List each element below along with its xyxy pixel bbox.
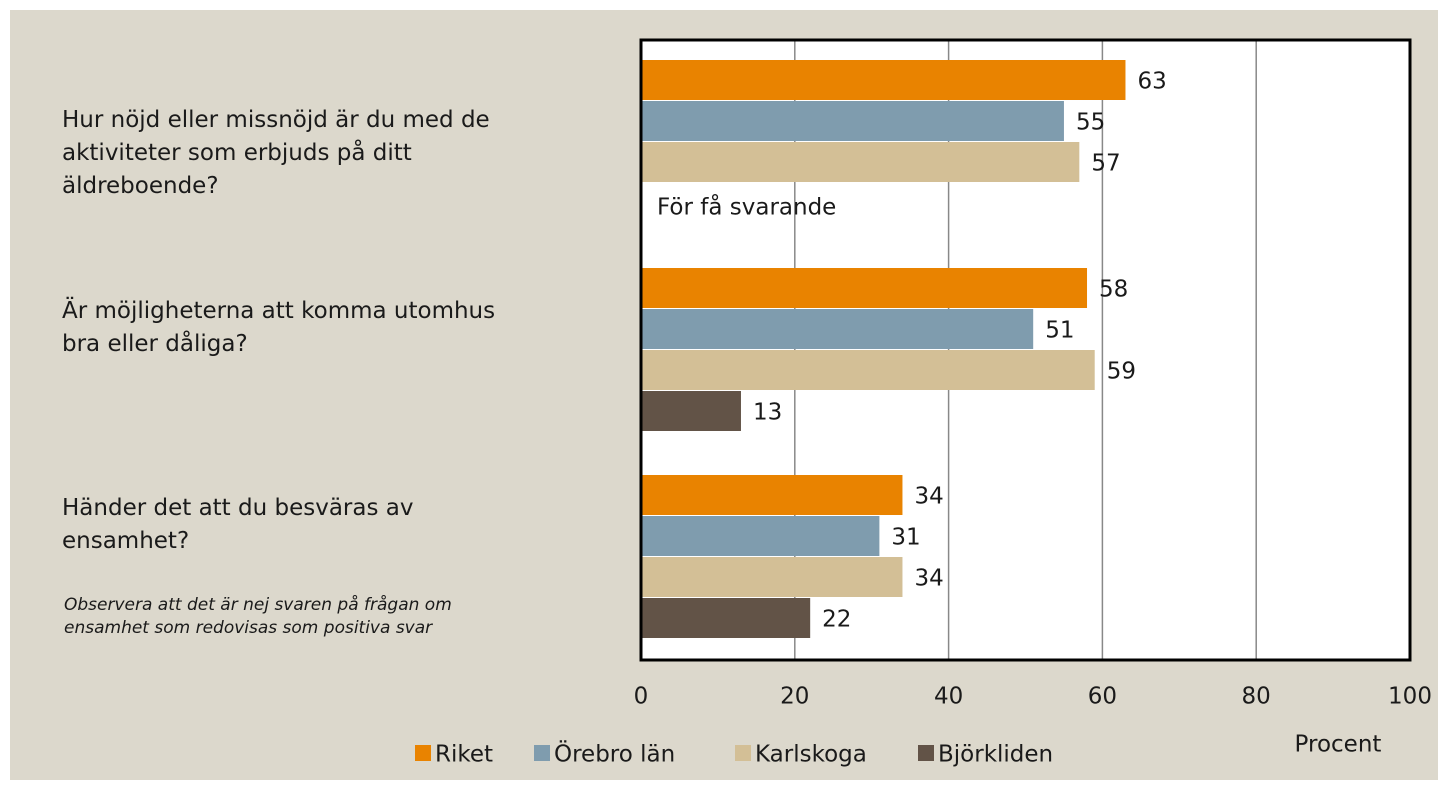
bar: [641, 309, 1034, 349]
x-tick-label: 100: [1388, 684, 1432, 710]
data-label: 34: [914, 484, 943, 510]
category-label: Är möjligheterna att komma utomhus bra el…: [62, 296, 495, 357]
legend-swatch: [415, 745, 431, 761]
category-label: Hur nöjd eller missnöjd är du med de akti…: [62, 107, 490, 199]
bar: [641, 557, 903, 597]
bar: [641, 516, 880, 556]
data-label: 13: [753, 400, 782, 426]
plot-border: [639, 38, 1412, 662]
note: Observera att det är nej svaren på fråga…: [64, 594, 452, 638]
data-label: 22: [822, 607, 851, 633]
data-label: 34: [914, 566, 943, 592]
data-label: 58: [1099, 277, 1128, 303]
data-label: 59: [1107, 359, 1136, 385]
data-label: 55: [1076, 110, 1105, 136]
legend-swatch: [534, 745, 550, 761]
data-label: 57: [1091, 151, 1120, 177]
data-label: 51: [1045, 318, 1074, 344]
annotation: För få svarande: [657, 193, 836, 221]
data-label: 63: [1137, 69, 1166, 95]
x-axis-label: Procent: [1295, 732, 1382, 758]
bar: [641, 101, 1064, 141]
bar: [641, 60, 1126, 100]
bar: [641, 142, 1080, 182]
legend-label: Karlskoga: [755, 742, 867, 768]
legend-label: Björkliden: [938, 742, 1053, 768]
bar: [641, 268, 1088, 308]
x-tick-label: 20: [780, 684, 809, 710]
x-tick-label: 80: [1242, 684, 1271, 710]
category-label: Händer det att du besväras av ensamhet?: [62, 495, 413, 554]
legend-swatch: [918, 745, 934, 761]
bar: [641, 475, 903, 515]
x-tick-label: 0: [634, 684, 649, 710]
bar: [641, 350, 1095, 390]
data-label: 31: [891, 525, 920, 551]
bar: [641, 598, 811, 638]
bar: [641, 391, 741, 431]
legend-swatch: [735, 745, 751, 761]
legend-label: Riket: [435, 742, 493, 768]
x-tick-label: 60: [1088, 684, 1117, 710]
x-tick-label: 40: [934, 684, 963, 710]
legend-label: Örebro län: [554, 740, 675, 768]
